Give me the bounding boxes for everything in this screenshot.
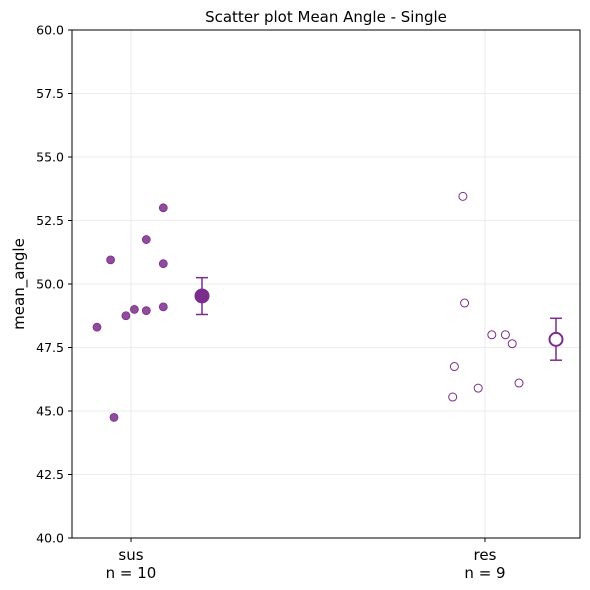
data-point — [448, 392, 458, 402]
y-tick-label: 50.0 — [36, 277, 64, 292]
data-point — [106, 255, 115, 265]
data-point — [460, 298, 470, 308]
y-tick-label: 47.5 — [36, 340, 64, 355]
y-tick-label: 55.0 — [36, 150, 64, 165]
data-point — [129, 304, 139, 314]
chart-title: Scatter plot Mean Angle - Single — [205, 8, 447, 26]
grid-layer — [72, 29, 580, 539]
y-tick-label: 60.0 — [36, 23, 64, 38]
y-axis-label: mean_angle — [10, 238, 29, 330]
y-tick-label: 42.5 — [36, 467, 64, 482]
data-point — [92, 322, 102, 332]
y-tick-label: 52.5 — [36, 213, 64, 228]
data-point — [109, 412, 119, 422]
data-point — [121, 311, 131, 321]
data-point — [158, 302, 168, 312]
mean-marker — [194, 288, 210, 304]
y-tick-label: 40.0 — [36, 531, 64, 546]
data-point — [507, 339, 517, 349]
category-count-label: n = 9 — [464, 564, 505, 582]
data-point — [449, 362, 459, 372]
data-point — [473, 383, 483, 393]
data-layer — [92, 191, 564, 422]
category-label: sus — [118, 546, 143, 564]
category-label: res — [474, 546, 497, 564]
data-point — [500, 330, 510, 340]
y-tick-label: 57.5 — [36, 86, 64, 101]
data-point — [514, 378, 524, 388]
data-point — [458, 191, 468, 201]
data-point — [487, 330, 497, 340]
mean-marker — [548, 331, 564, 347]
category-count-label: n = 10 — [106, 564, 157, 582]
data-point — [141, 306, 151, 316]
data-point — [158, 203, 168, 213]
data-point — [158, 259, 168, 269]
tick-layer: 40.042.545.047.550.052.555.057.560.0susn… — [36, 23, 505, 583]
data-point — [141, 235, 151, 244]
y-tick-label: 45.0 — [36, 404, 64, 419]
